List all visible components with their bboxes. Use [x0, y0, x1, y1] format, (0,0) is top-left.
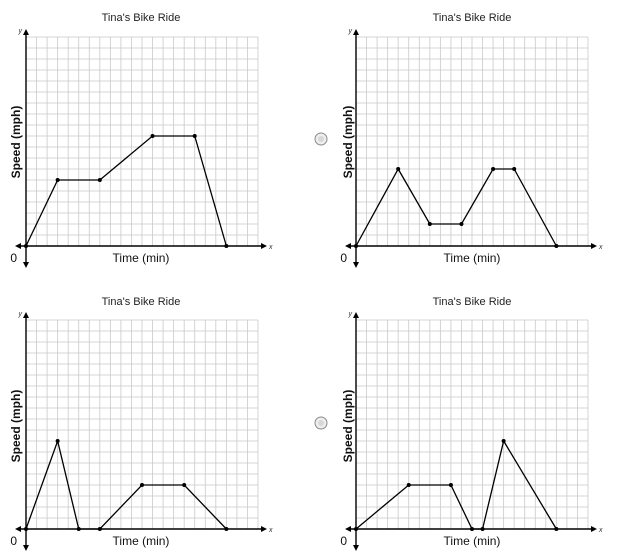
x-axis-arrow-right-icon [591, 243, 597, 249]
x-axis-letter: x [598, 244, 603, 251]
x-axis-label: Time (min) [113, 251, 170, 265]
x-axis-letter: x [268, 527, 273, 534]
answer-radio-button[interactable] [314, 132, 328, 146]
speed-series-line [355, 167, 557, 247]
y-axis-label: Speed (mph) [341, 390, 355, 463]
y-axis-arrow-up-icon [353, 312, 359, 318]
x-axis-letter: x [598, 527, 603, 534]
data-point [224, 527, 229, 531]
data-point [97, 527, 102, 531]
data-point [24, 244, 28, 248]
data-point [192, 134, 197, 138]
data-point [470, 527, 474, 531]
y-axis-arrow-up-icon [23, 312, 29, 318]
data-point [459, 222, 464, 226]
chart-title: Tina's Bike Ride [102, 12, 181, 24]
origin-label: 0 [340, 534, 347, 548]
data-point [554, 527, 559, 531]
y-axis-arrow-down-icon [353, 545, 359, 551]
speed-series-line [25, 135, 227, 247]
data-point [150, 134, 155, 138]
data-point [501, 439, 506, 443]
grid [356, 319, 589, 529]
x-axis-label: Time (min) [444, 251, 501, 265]
data-point [55, 178, 60, 182]
y-axis-arrow-down-icon [23, 545, 29, 551]
x-axis-arrow-right-icon [261, 243, 267, 249]
chart-title: Tina's Bike Ride [102, 296, 181, 308]
grid [26, 36, 259, 246]
y-axis-letter: y [18, 311, 23, 318]
grid [356, 36, 589, 246]
data-point [182, 483, 187, 487]
y-axis-arrow-down-icon [23, 262, 29, 268]
x-axis-arrow-left-icon [345, 526, 351, 532]
data-point [491, 167, 496, 171]
x-axis-arrow-right-icon [591, 526, 597, 532]
y-axis-arrow-up-icon [23, 29, 29, 35]
data-point [354, 527, 358, 531]
answer-radio-button[interactable] [314, 416, 328, 430]
y-axis-label: Speed (mph) [341, 106, 355, 179]
data-point [224, 244, 229, 248]
origin-label: 0 [10, 251, 17, 265]
data-point [448, 483, 453, 487]
x-axis-letter: x [268, 244, 273, 251]
x-axis-arrow-left-icon [345, 243, 351, 249]
answer-option-1: Tina's Bike Ride y x 0 Time (min) Speed (mph) [9, 12, 273, 268]
radio-inner [318, 420, 324, 426]
y-axis-arrow-up-icon [353, 29, 359, 35]
data-point [406, 483, 411, 487]
data-point [24, 527, 28, 531]
origin-label: 0 [340, 251, 347, 265]
y-axis-arrow-down-icon [353, 262, 359, 268]
y-axis-label: Speed (mph) [9, 390, 23, 463]
x-axis-arrow-left-icon [15, 243, 21, 249]
answer-option-4[interactable]: Tina's Bike Ride y x 0 Time (min) Speed (mph) [314, 296, 603, 551]
x-axis-arrow-left-icon [15, 526, 21, 532]
data-point [97, 178, 102, 182]
x-axis-label: Time (min) [444, 534, 501, 548]
answer-option-3: Tina's Bike Ride y x 0 Time (min) Speed (mph) [9, 296, 273, 551]
answer-option-2[interactable]: Tina's Bike Ride y x 0 Time (min) Speed (mph) [314, 12, 603, 268]
data-point [427, 222, 432, 226]
chart-title: Tina's Bike Ride [433, 296, 512, 308]
data-point [354, 244, 358, 248]
data-point [396, 167, 401, 171]
y-axis-letter: y [348, 311, 353, 318]
grid [26, 319, 259, 529]
y-axis-letter: y [18, 28, 23, 35]
data-point [55, 439, 60, 443]
data-point [554, 244, 559, 248]
x-axis-arrow-right-icon [261, 526, 267, 532]
origin-label: 0 [10, 534, 17, 548]
x-axis-label: Time (min) [113, 534, 170, 548]
y-axis-letter: y [348, 28, 353, 35]
y-axis-label: Speed (mph) [9, 106, 23, 179]
radio-inner [318, 136, 324, 142]
data-point [512, 167, 517, 171]
chart-title: Tina's Bike Ride [433, 12, 512, 24]
data-point [76, 527, 81, 531]
data-point [480, 527, 485, 531]
data-point [140, 483, 144, 487]
